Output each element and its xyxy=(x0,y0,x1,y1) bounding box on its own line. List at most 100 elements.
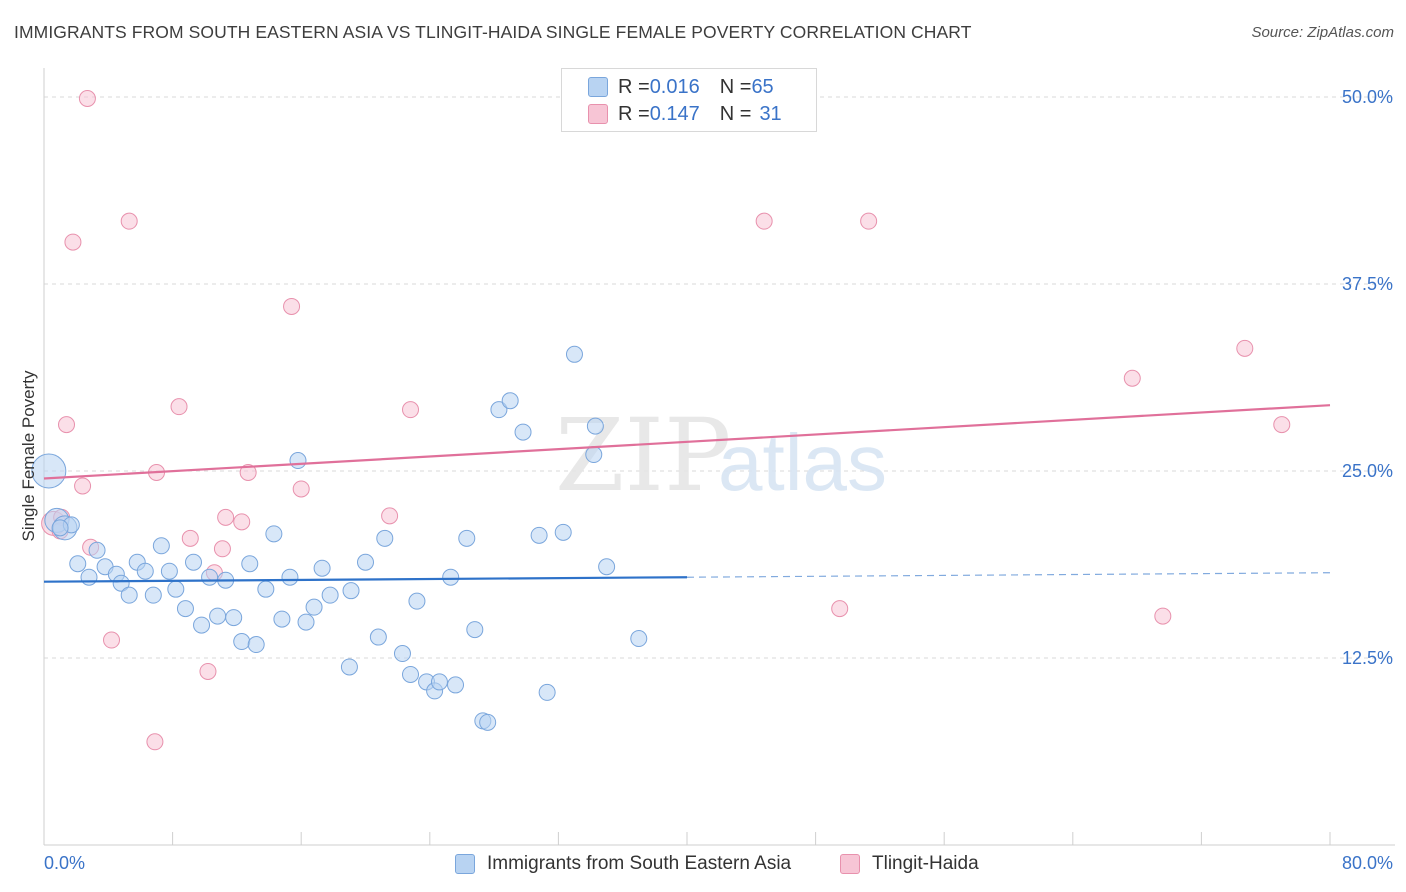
legend-swatch-pink xyxy=(588,104,608,124)
sea-immigrants-point xyxy=(442,568,460,586)
legend-item-sea: Immigrants from South Eastern Asia xyxy=(455,851,791,877)
sea-immigrants-point xyxy=(585,446,603,464)
source-label: Source: ZipAtlas.com xyxy=(1251,24,1394,41)
sea-immigrants-point xyxy=(408,592,426,610)
sea-immigrants-point xyxy=(340,658,358,676)
sea-immigrants-point xyxy=(193,616,211,634)
sea-immigrants-point xyxy=(160,562,178,580)
sea-immigrants-point xyxy=(376,529,394,547)
sea-immigrants-point xyxy=(241,555,259,573)
sea-immigrants-point xyxy=(369,628,387,646)
sea-immigrants-point xyxy=(297,613,315,631)
sea-immigrants-point xyxy=(565,345,583,363)
tlingit-haida-point xyxy=(402,401,420,419)
sea-immigrants-point xyxy=(501,392,519,410)
sea-immigrants-point xyxy=(289,452,307,470)
y-axis-label: Single Female Poverty xyxy=(19,370,38,542)
sea-immigrants-point xyxy=(152,537,170,555)
legend-item-tlingit: Tlingit-Haida xyxy=(840,851,979,877)
sea-immigrants-point xyxy=(630,630,648,648)
tlingit-haida-point xyxy=(170,398,188,416)
tlingit-haida-point xyxy=(78,89,96,107)
sea-immigrants-points xyxy=(31,345,648,731)
sea-immigrants-point xyxy=(69,555,87,573)
tlingit-haida-point xyxy=(120,212,138,230)
sea-immigrants-point xyxy=(80,568,98,586)
sea-immigrants-point xyxy=(281,568,299,586)
legend-label-sea: Immigrants from South Eastern Asia xyxy=(487,853,792,874)
sea-immigrants-point xyxy=(538,683,556,701)
sea-immigrants-point xyxy=(265,525,283,543)
sea-immigrants-point xyxy=(514,423,532,441)
tlingit-haida-point xyxy=(239,463,257,481)
sea-immigrants-point xyxy=(321,586,339,604)
sea-immigrants-point xyxy=(357,553,374,571)
tlingit-haida-point xyxy=(860,212,878,230)
tlingit-haida-point xyxy=(199,662,217,680)
tlingit-haida-point xyxy=(1273,416,1291,434)
correlation-legend: R = 0.016 N = 65 R = 0.147 N = 31 xyxy=(561,68,817,132)
sea-immigrants-point xyxy=(257,580,275,598)
tlingit-haida-point xyxy=(1236,339,1254,357)
sea-immigrants-point xyxy=(167,580,185,598)
sea-immigrants-point xyxy=(313,559,331,577)
sea-trend-extension xyxy=(686,572,1331,578)
sea-immigrants-point xyxy=(201,568,219,586)
sea-immigrants-point xyxy=(51,519,69,537)
tlingit-haida-point xyxy=(755,212,773,230)
sea-immigrants-point xyxy=(112,574,130,592)
legend-r-label: R = xyxy=(618,75,650,98)
x-tick-label: 80.0% xyxy=(1342,853,1393,873)
tlingit-haida-point xyxy=(381,507,399,525)
y-tick-label: 12.5% xyxy=(1342,648,1393,668)
tlingit-haida-point xyxy=(831,600,849,618)
legend-label-tlingit: Tlingit-Haida xyxy=(872,853,979,874)
legend-swatch-blue xyxy=(588,77,608,97)
trend-lines xyxy=(43,404,1331,583)
sea-immigrants-point xyxy=(305,598,323,616)
sea-immigrants-point xyxy=(458,529,476,547)
sea-immigrants-point xyxy=(136,562,154,580)
watermark-zip: ZIP xyxy=(555,397,731,514)
sea-immigrants-point xyxy=(598,558,616,576)
legend-n-value: 31 xyxy=(759,102,782,125)
y-tick-label: 37.5% xyxy=(1342,274,1393,294)
tlingit-haida-point xyxy=(217,508,235,526)
tlingit-haida-point xyxy=(213,540,231,558)
sea-trend-line xyxy=(43,576,688,583)
tlingit-haida-point xyxy=(64,233,82,251)
sea-immigrants-point xyxy=(530,526,548,544)
tlingit-haida-point xyxy=(292,480,310,498)
legend-n-label: N = xyxy=(719,102,752,125)
tlingit-haida-point xyxy=(1123,369,1141,387)
legend-r-value: 0.016 xyxy=(649,75,700,98)
sea-immigrants-point xyxy=(554,523,572,541)
sea-immigrants-point xyxy=(184,553,202,571)
sea-immigrants-point xyxy=(247,636,265,654)
tlingit-trend-line xyxy=(43,404,1331,480)
legend-r-value: 0.147 xyxy=(649,102,700,125)
tlingit-haida-point xyxy=(283,297,301,315)
legend-row-sea: R = 0.016 N = 65 xyxy=(588,75,774,99)
sea-immigrants-point xyxy=(88,541,106,559)
chart-title: IMMIGRANTS FROM SOUTH EASTERN ASIA VS TL… xyxy=(14,22,972,42)
sea-immigrants-point xyxy=(466,621,484,639)
sea-immigrants-point xyxy=(479,713,497,731)
legend-swatch-blue xyxy=(455,854,475,874)
sea-immigrants-point xyxy=(342,582,360,600)
watermark: ZIP atlas xyxy=(555,397,887,514)
tick-labels: 12.5% 25.0% 37.5% 50.0% 0.0% 80.0% xyxy=(44,87,1393,873)
tlingit-haida-point xyxy=(74,477,92,495)
legend-row-tlingit: R = 0.147 N = 31 xyxy=(588,102,782,126)
y-tick-label: 50.0% xyxy=(1342,87,1393,107)
sea-immigrants-point xyxy=(586,417,604,435)
sea-immigrants-point xyxy=(430,673,448,691)
sea-immigrants-point xyxy=(393,645,411,663)
sea-immigrants-point xyxy=(233,633,251,651)
sea-immigrants-point xyxy=(120,586,138,604)
sea-immigrants-point xyxy=(447,676,465,694)
legend-r-label: R = xyxy=(618,102,650,125)
x-tick-label: 0.0% xyxy=(44,853,85,873)
sea-immigrants-point xyxy=(402,665,420,683)
